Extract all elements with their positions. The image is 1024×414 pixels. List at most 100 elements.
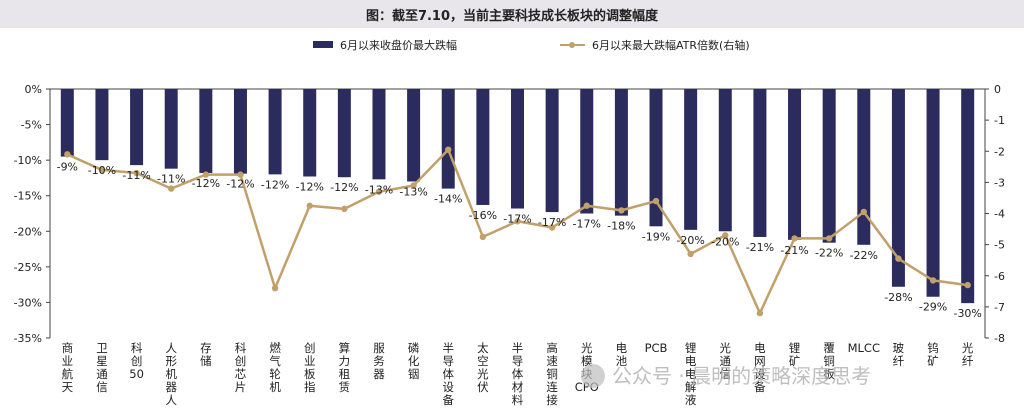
line-point — [722, 232, 729, 239]
line-point — [514, 218, 521, 225]
line-point — [202, 171, 210, 178]
line-point — [271, 285, 279, 292]
bar-value-label: -17% — [538, 216, 566, 229]
bar-value-label: -12% — [330, 181, 358, 194]
left-tick-label: 0% — [25, 83, 42, 96]
category-label: 科创 50 — [129, 341, 144, 381]
left-tick-label: -15% — [14, 190, 42, 203]
watermark-text: 公众号 · 晨明的策略深度思考 — [612, 364, 871, 388]
right-tick-label: -7 — [994, 301, 1005, 314]
line-point — [860, 208, 867, 216]
bar — [580, 89, 594, 214]
category-label: 卫星通信 — [96, 341, 108, 394]
bar — [718, 89, 732, 232]
bar-value-label: -10% — [88, 164, 116, 177]
bar-value-label: -11% — [157, 173, 185, 186]
line-point — [687, 250, 694, 258]
bar-value-label: -22% — [815, 247, 843, 260]
bar — [233, 89, 247, 174]
right-tick-label: -5 — [994, 239, 1005, 252]
bar-value-label: -13% — [365, 183, 393, 196]
category-label: 覆铜板 — [823, 341, 835, 381]
line-point — [306, 202, 313, 209]
line-point — [410, 182, 417, 189]
bar — [511, 89, 524, 209]
line-point — [825, 235, 833, 242]
bar — [372, 89, 386, 180]
category-label: 半导体材料 — [512, 341, 524, 407]
category-label: 科创芯片 — [235, 341, 247, 394]
line-point — [64, 151, 71, 158]
bar — [60, 89, 74, 157]
bar — [337, 89, 351, 178]
left-tick-label: -25% — [14, 261, 42, 274]
left-tick-label: -30% — [14, 296, 42, 309]
line-point — [618, 207, 625, 214]
category-label: 商业航天 — [62, 341, 74, 394]
bar — [95, 89, 109, 161]
bar-value-label: -21% — [780, 244, 808, 257]
line-point — [652, 197, 660, 205]
bar-value-label: -28% — [884, 291, 912, 304]
category-label: 人形机器人 — [165, 341, 177, 407]
right-tick-label: 0 — [994, 83, 1001, 96]
category-label: 磷化铟 — [408, 341, 420, 381]
right-tick-label: -3 — [994, 176, 1005, 189]
right-tick-label: -8 — [994, 332, 1005, 345]
legend-line-label: 6月以来最大跌幅ATR倍数(右轴) — [592, 38, 750, 52]
line-point — [133, 169, 140, 177]
line-point — [445, 146, 452, 153]
line-point — [583, 202, 590, 209]
bar — [199, 89, 213, 173]
bar — [684, 89, 698, 230]
category-label: 玻纤 — [893, 341, 905, 368]
category-label: 算力租赁 — [339, 341, 351, 394]
category-label: 电网设备 — [754, 341, 766, 394]
bar-value-label: -20% — [711, 235, 739, 248]
bar — [891, 89, 905, 287]
legend-bar-label: 6月以来收盘价最大跌幅 — [340, 38, 457, 52]
bar — [926, 89, 940, 297]
bar-value-label: -14% — [434, 193, 462, 206]
category-label: 半导体设备 — [442, 341, 454, 407]
category-label: 燃气轮机 — [269, 341, 281, 394]
bar-value-label: -19% — [642, 230, 670, 243]
legend-line-marker — [569, 42, 575, 48]
right-tick-label: -4 — [994, 208, 1005, 221]
category-label: 光纤 — [962, 341, 974, 368]
bar — [441, 89, 455, 189]
category-label: 钨矿 — [927, 341, 939, 368]
category-label: 创业板指 — [304, 341, 316, 394]
line-point — [237, 171, 244, 178]
bar-value-label: -30% — [953, 307, 981, 320]
bar — [857, 89, 871, 245]
line-point — [548, 224, 556, 231]
category-label: MLCC — [848, 341, 880, 355]
right-tick-label: -6 — [994, 270, 1005, 283]
bar-value-label: -29% — [919, 301, 947, 314]
line-point — [375, 188, 383, 195]
left-tick-label: -35% — [14, 332, 42, 345]
category-label: 光通信 — [720, 341, 732, 381]
left-tick-label: -20% — [14, 225, 42, 238]
bar-value-label: -12% — [261, 178, 289, 191]
bar-value-label: -12% — [226, 178, 254, 191]
bar — [164, 89, 178, 169]
bar — [476, 89, 490, 205]
category-label: 高速铜连接 — [546, 341, 558, 407]
chart-title-bar: 图：截至7.10，当前主要科技成长板块的调整幅度 — [0, 0, 1024, 28]
category-label: 锂电电解液 — [685, 341, 697, 407]
right-tick-label: -1 — [994, 114, 1005, 127]
line-point — [479, 233, 487, 241]
bar — [303, 89, 317, 177]
line-point — [168, 185, 175, 192]
bar — [614, 89, 628, 216]
category-label: 电池 — [616, 341, 628, 368]
line-point — [98, 166, 106, 174]
bar-value-label: -16% — [469, 209, 497, 222]
bar — [545, 89, 559, 213]
bar-value-label: -20% — [676, 234, 704, 247]
bar-value-label: -21% — [746, 241, 774, 254]
